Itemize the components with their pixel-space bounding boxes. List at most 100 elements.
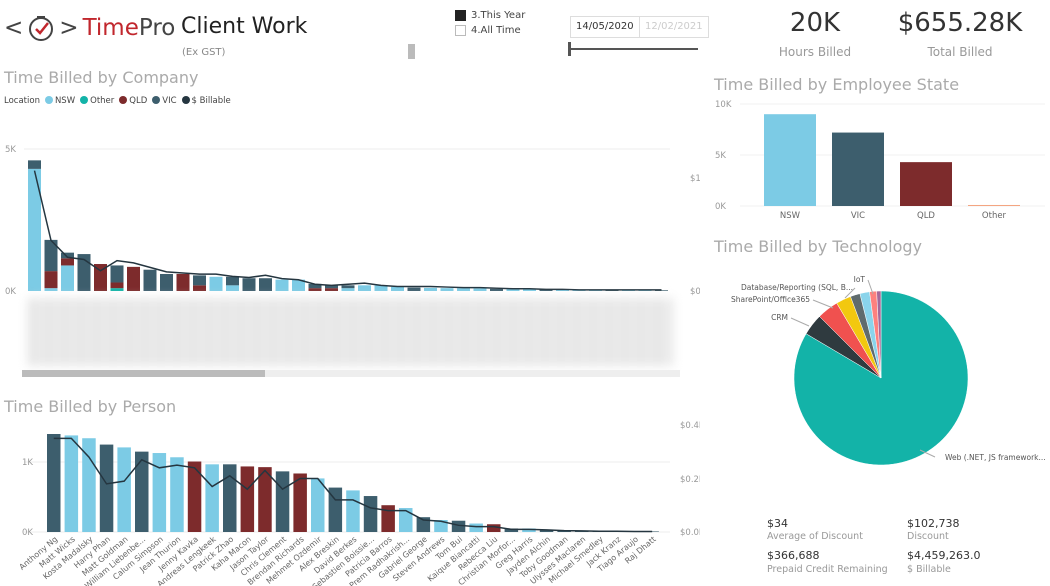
person-bar <box>451 520 466 532</box>
hours-billed-label: Hours Billed <box>778 45 852 59</box>
pie-label: Database/Reporting (SQL, B... <box>741 283 853 292</box>
bar-segment-nsw <box>292 279 305 291</box>
person-bar <box>275 471 290 532</box>
start-date-input[interactable]: 14/05/2020 <box>570 16 640 38</box>
bar-segment-nsw <box>424 287 437 291</box>
axis-tick-label: $1M <box>690 174 700 184</box>
bar-segment-nsw <box>556 289 569 291</box>
billable-line <box>33 170 662 291</box>
checkbox-unchecked[interactable] <box>455 25 466 36</box>
person-bar <box>240 466 255 532</box>
person-bar <box>381 505 395 532</box>
total-billed-label: Total Billed <box>927 45 993 59</box>
state-label: Other <box>982 211 1007 221</box>
person-bar <box>152 453 167 532</box>
end-date-input[interactable]: 12/02/2021 <box>639 16 709 38</box>
bar-segment-nsw <box>341 288 355 291</box>
state-bar <box>764 114 816 206</box>
bar-segment-qld <box>44 271 58 289</box>
bar-segment-vic <box>539 289 553 291</box>
axis-tick-label: $0.0M <box>680 528 700 538</box>
person-bar <box>399 508 413 532</box>
person-bar <box>557 530 571 532</box>
page-title: Client Work <box>181 14 308 39</box>
person-bar <box>205 464 219 532</box>
brand-name: TimePro <box>82 15 176 41</box>
billable-value: $4,459,263.0 <box>907 549 981 562</box>
axis-tick-label: 5K <box>5 145 16 155</box>
legend-nsw[interactable]: NSW <box>44 96 75 106</box>
company-chart-scrollbar[interactable] <box>22 370 680 377</box>
bar-segment-qld <box>308 288 322 291</box>
company-chart-scroll-thumb[interactable] <box>22 370 265 377</box>
legend-vic[interactable]: VIC <box>152 96 177 106</box>
logo-bracket-right: > <box>59 15 79 41</box>
person-bar <box>170 457 184 532</box>
axis-tick-label: 0K <box>22 528 33 538</box>
bar-segment-vic <box>143 269 157 291</box>
person-bar <box>293 473 307 532</box>
bar-segment-vic <box>61 252 74 259</box>
prepaid-credit-label: Prepaid Credit Remaining <box>767 564 888 575</box>
legend-billable[interactable]: $ Billable <box>181 96 231 106</box>
person-bar <box>187 461 202 532</box>
slicer-option-this-year[interactable]: 3.This Year <box>455 8 525 23</box>
date-slider-handle[interactable] <box>568 42 571 56</box>
prepaid-credit-value: $366,688 <box>767 549 820 562</box>
bar-segment-vic <box>308 283 322 289</box>
billable-line <box>53 437 653 533</box>
leader-line <box>919 449 936 458</box>
leader-line <box>867 279 874 295</box>
bar-segment-qld <box>176 273 190 291</box>
bar-segment-vic <box>259 278 272 291</box>
total-billed-value: $655.28K <box>897 8 1023 38</box>
clock-check-icon <box>29 16 54 41</box>
bar-segment-nsw <box>440 288 454 291</box>
date-slider-track[interactable] <box>570 48 698 50</box>
person-bar <box>522 528 536 532</box>
bar-segment-other <box>110 288 124 291</box>
legend-qld[interactable]: QLD <box>119 96 147 106</box>
slicer-option-all-time[interactable]: 4.All Time <box>455 23 525 38</box>
axis-tick-label: 1K <box>22 458 33 468</box>
bar-segment-vic <box>325 285 338 289</box>
bar-segment-nsw <box>28 168 41 291</box>
person-bar <box>469 523 483 532</box>
axis-tick-label: 10K <box>715 100 732 110</box>
axis-tick-label: $0M <box>690 287 700 297</box>
bar-segment-nsw <box>506 289 520 291</box>
pie-slice <box>876 290 882 379</box>
bar-segment-qld <box>94 264 107 291</box>
bar-segment-nsw <box>473 288 487 291</box>
scroll-handle[interactable] <box>408 44 415 59</box>
timepro-logo: < > TimePro <box>4 14 175 42</box>
bar-segment-vic <box>28 160 41 169</box>
checkbox-checked[interactable] <box>455 10 466 21</box>
person-bar <box>258 467 272 532</box>
person-bar <box>434 520 448 532</box>
person-bar <box>363 496 378 532</box>
bar-segment-vic <box>160 273 173 291</box>
discount-label: Discount <box>907 531 949 542</box>
legend-other[interactable]: Other <box>80 96 114 106</box>
person-bar <box>311 478 325 532</box>
bar-segment-nsw <box>391 286 404 291</box>
option-label: 4.All Time <box>471 25 521 36</box>
company-axis-labels-blurred <box>28 298 673 366</box>
leader-line <box>812 299 834 309</box>
person-bar <box>117 447 131 532</box>
period-slicer: 3.This Year 4.All Time <box>455 8 525 38</box>
bar-segment-vic <box>490 288 503 291</box>
axis-tick-label: 5K <box>715 151 726 161</box>
axis-tick-label: 0K <box>715 202 726 212</box>
bar-segment-vic <box>77 254 91 291</box>
company-chart-legend: Location NSW Other QLD VIC $ Billable <box>4 96 231 106</box>
company-chart: 5K 0K $1M $0M <box>5 145 700 297</box>
bar-segment-nsw <box>457 288 470 291</box>
person-bar <box>47 434 61 532</box>
state-bar <box>900 162 952 206</box>
state-label: VIC <box>851 211 865 221</box>
avg-discount-label: Average of Discount <box>767 531 863 542</box>
person-bar <box>539 529 554 532</box>
